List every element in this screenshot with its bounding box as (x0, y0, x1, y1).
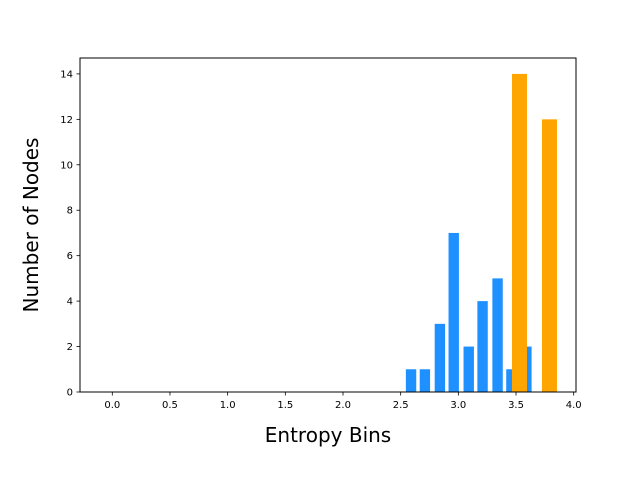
bar-s0-4 (463, 346, 474, 392)
y-tick-label: 4 (67, 297, 73, 308)
bar-s0-3 (448, 232, 459, 392)
bars-group (405, 73, 557, 393)
x-axis-ticks: 0.0 0.5 1.0 1.5 2.0 2.5 3.0 3.5 4.0 (104, 392, 582, 411)
y-tick-label: 12 (60, 115, 73, 126)
y-tick-label: 14 (60, 69, 73, 80)
x-tick-label: 2.0 (335, 400, 351, 411)
y-tick-label: 10 (60, 160, 73, 171)
y-tick-label: 2 (67, 342, 73, 353)
x-tick-label: 4.0 (566, 400, 582, 411)
x-axis-label: Entropy Bins (265, 423, 391, 447)
bar-s0-0 (405, 369, 417, 392)
x-tick-label: 2.5 (393, 400, 409, 411)
x-tick-label: 0.0 (104, 400, 120, 411)
x-tick-label: 3.5 (508, 400, 524, 411)
y-tick-label: 0 (67, 388, 73, 399)
y-axis-label: Number of Nodes (19, 138, 43, 313)
bar-s0-5 (477, 301, 488, 392)
plot-frame (79, 57, 577, 393)
bar-s1-1 (541, 119, 557, 393)
x-tick-label: 0.5 (162, 400, 178, 411)
bar-s0-6 (492, 278, 503, 392)
x-tick-label: 3.0 (450, 400, 466, 411)
y-tick-label: 8 (67, 206, 73, 217)
bar-s1-0 (511, 73, 527, 393)
bar-s0-1 (419, 369, 431, 392)
y-axis-ticks: 0 2 4 6 8 10 12 14 (60, 69, 80, 399)
y-tick-label: 6 (67, 251, 73, 262)
bar-s0-7 (506, 369, 517, 392)
bar-s0-2 (434, 323, 446, 392)
x-tick-label: 1.0 (220, 400, 236, 411)
x-tick-label: 1.5 (277, 400, 293, 411)
